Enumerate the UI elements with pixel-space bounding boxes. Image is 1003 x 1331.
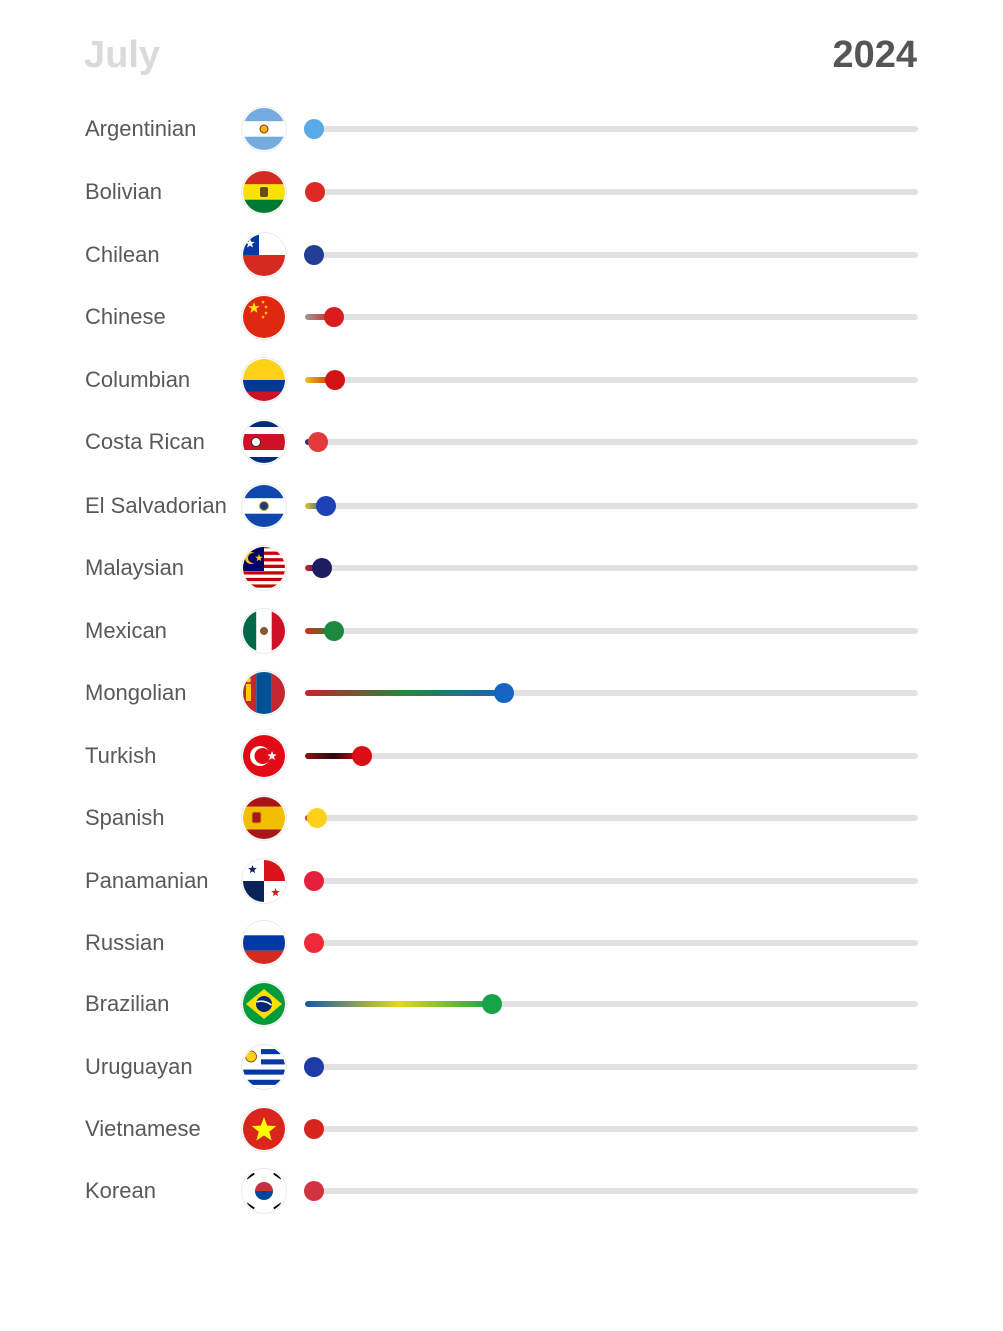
category-label: Vietnamese (85, 1116, 201, 1141)
value-marker (304, 119, 325, 139)
value-marker (304, 245, 325, 265)
value-marker (323, 621, 344, 641)
bar-track (305, 314, 918, 320)
category-label: Mexican (85, 618, 167, 643)
malaysia-flag-icon (241, 545, 287, 591)
category-label: Argentinian (85, 116, 197, 141)
bar-track (305, 189, 918, 195)
bar-track (305, 690, 918, 696)
bar-track (305, 1064, 918, 1070)
bar-fill (305, 503, 326, 509)
bar-track (305, 1126, 918, 1132)
category-label: El Salvadorian (85, 493, 227, 518)
category-label: Bolivian (85, 179, 163, 204)
bar-fill (305, 377, 336, 383)
value-marker (304, 933, 325, 953)
ranking-row: Costa Rican (0, 417, 1003, 467)
bar-track (305, 503, 918, 509)
category-label: Chilean (85, 242, 160, 267)
bar-track (305, 1188, 918, 1194)
turkey-flag-icon (241, 733, 287, 779)
el-salvador-flag-icon (241, 483, 287, 529)
bar-fill (305, 628, 334, 634)
china-flag-icon (241, 294, 287, 340)
ranking-row: Chilean (0, 230, 1003, 280)
bar-track (305, 252, 918, 258)
category-label: Panamanian (85, 868, 209, 893)
value-marker (306, 808, 327, 828)
month-label: July (84, 34, 161, 76)
chile-flag-icon (241, 232, 287, 278)
panama-flag-icon (241, 858, 287, 904)
value-marker (315, 496, 336, 516)
bolivia-flag-icon (241, 169, 287, 215)
bar-track (305, 377, 918, 383)
ranking-row: Mexican (0, 606, 1003, 656)
value-marker (304, 871, 325, 891)
bar-track (305, 628, 918, 634)
category-label: Uruguayan (85, 1054, 193, 1079)
bar-fill (305, 690, 505, 696)
category-label: Columbian (85, 367, 191, 392)
ranking-row: Panamanian (0, 856, 1003, 906)
ranking-row: Mongolian (0, 668, 1003, 718)
value-marker (324, 307, 345, 327)
bar-track (305, 565, 918, 571)
ranking-row: Spanish (0, 793, 1003, 843)
costa-rica-flag-icon (241, 419, 287, 465)
ranking-row: Korean (0, 1166, 1003, 1216)
value-marker (308, 432, 329, 452)
ranking-row: Uruguayan (0, 1042, 1003, 1092)
category-label: Turkish (85, 743, 157, 768)
ranking-row: Chinese (0, 292, 1003, 342)
ranking-row: Columbian (0, 355, 1003, 405)
ranking-row: Brazilian (0, 979, 1003, 1029)
bar-track (305, 126, 918, 132)
vietnam-flag-icon (241, 1106, 287, 1152)
brazil-flag-icon (241, 981, 287, 1027)
bar-track (305, 940, 918, 946)
south-korea-flag-icon (241, 1168, 287, 1214)
value-marker (494, 683, 515, 703)
ranking-row: Vietnamese (0, 1104, 1003, 1154)
value-marker (325, 370, 346, 390)
value-marker (352, 746, 372, 766)
argentina-flag-icon (241, 106, 287, 152)
category-label: Malaysian (85, 555, 185, 580)
bar-track (305, 815, 918, 821)
bar-fill (305, 314, 335, 320)
bar-fill (305, 753, 362, 759)
bar-track (305, 878, 918, 884)
mexico-flag-icon (241, 608, 287, 654)
value-marker (304, 1057, 325, 1077)
bar-track (305, 1001, 918, 1007)
russia-flag-icon (241, 920, 287, 966)
ranking-row: Malaysian (0, 543, 1003, 593)
ranking-row: Bolivian (0, 167, 1003, 217)
value-marker (304, 1181, 325, 1201)
colombia-flag-icon (241, 357, 287, 403)
category-label: Spanish (85, 805, 165, 830)
category-label: Brazilian (85, 991, 170, 1016)
year-label: 2024 (832, 34, 917, 76)
category-label: Chinese (85, 304, 166, 329)
ranking-row: Russian (0, 918, 1003, 968)
category-label: Korean (85, 1178, 156, 1203)
value-marker (304, 1119, 325, 1139)
category-label: Costa Rican (85, 429, 205, 454)
mongolia-flag-icon (241, 670, 287, 716)
ranking-row: Turkish (0, 731, 1003, 781)
value-marker (304, 182, 325, 202)
category-label: Mongolian (85, 680, 187, 705)
uruguay-flag-icon (241, 1044, 287, 1090)
ranking-row: Argentinian (0, 104, 1003, 154)
ranking-row: El Salvadorian (0, 481, 1003, 531)
value-marker (481, 994, 502, 1014)
value-marker (311, 558, 332, 578)
category-label: Russian (85, 930, 165, 955)
bar-fill (305, 1001, 492, 1007)
bar-track (305, 753, 918, 759)
bar-track (305, 439, 918, 445)
spain-flag-icon (241, 795, 287, 841)
